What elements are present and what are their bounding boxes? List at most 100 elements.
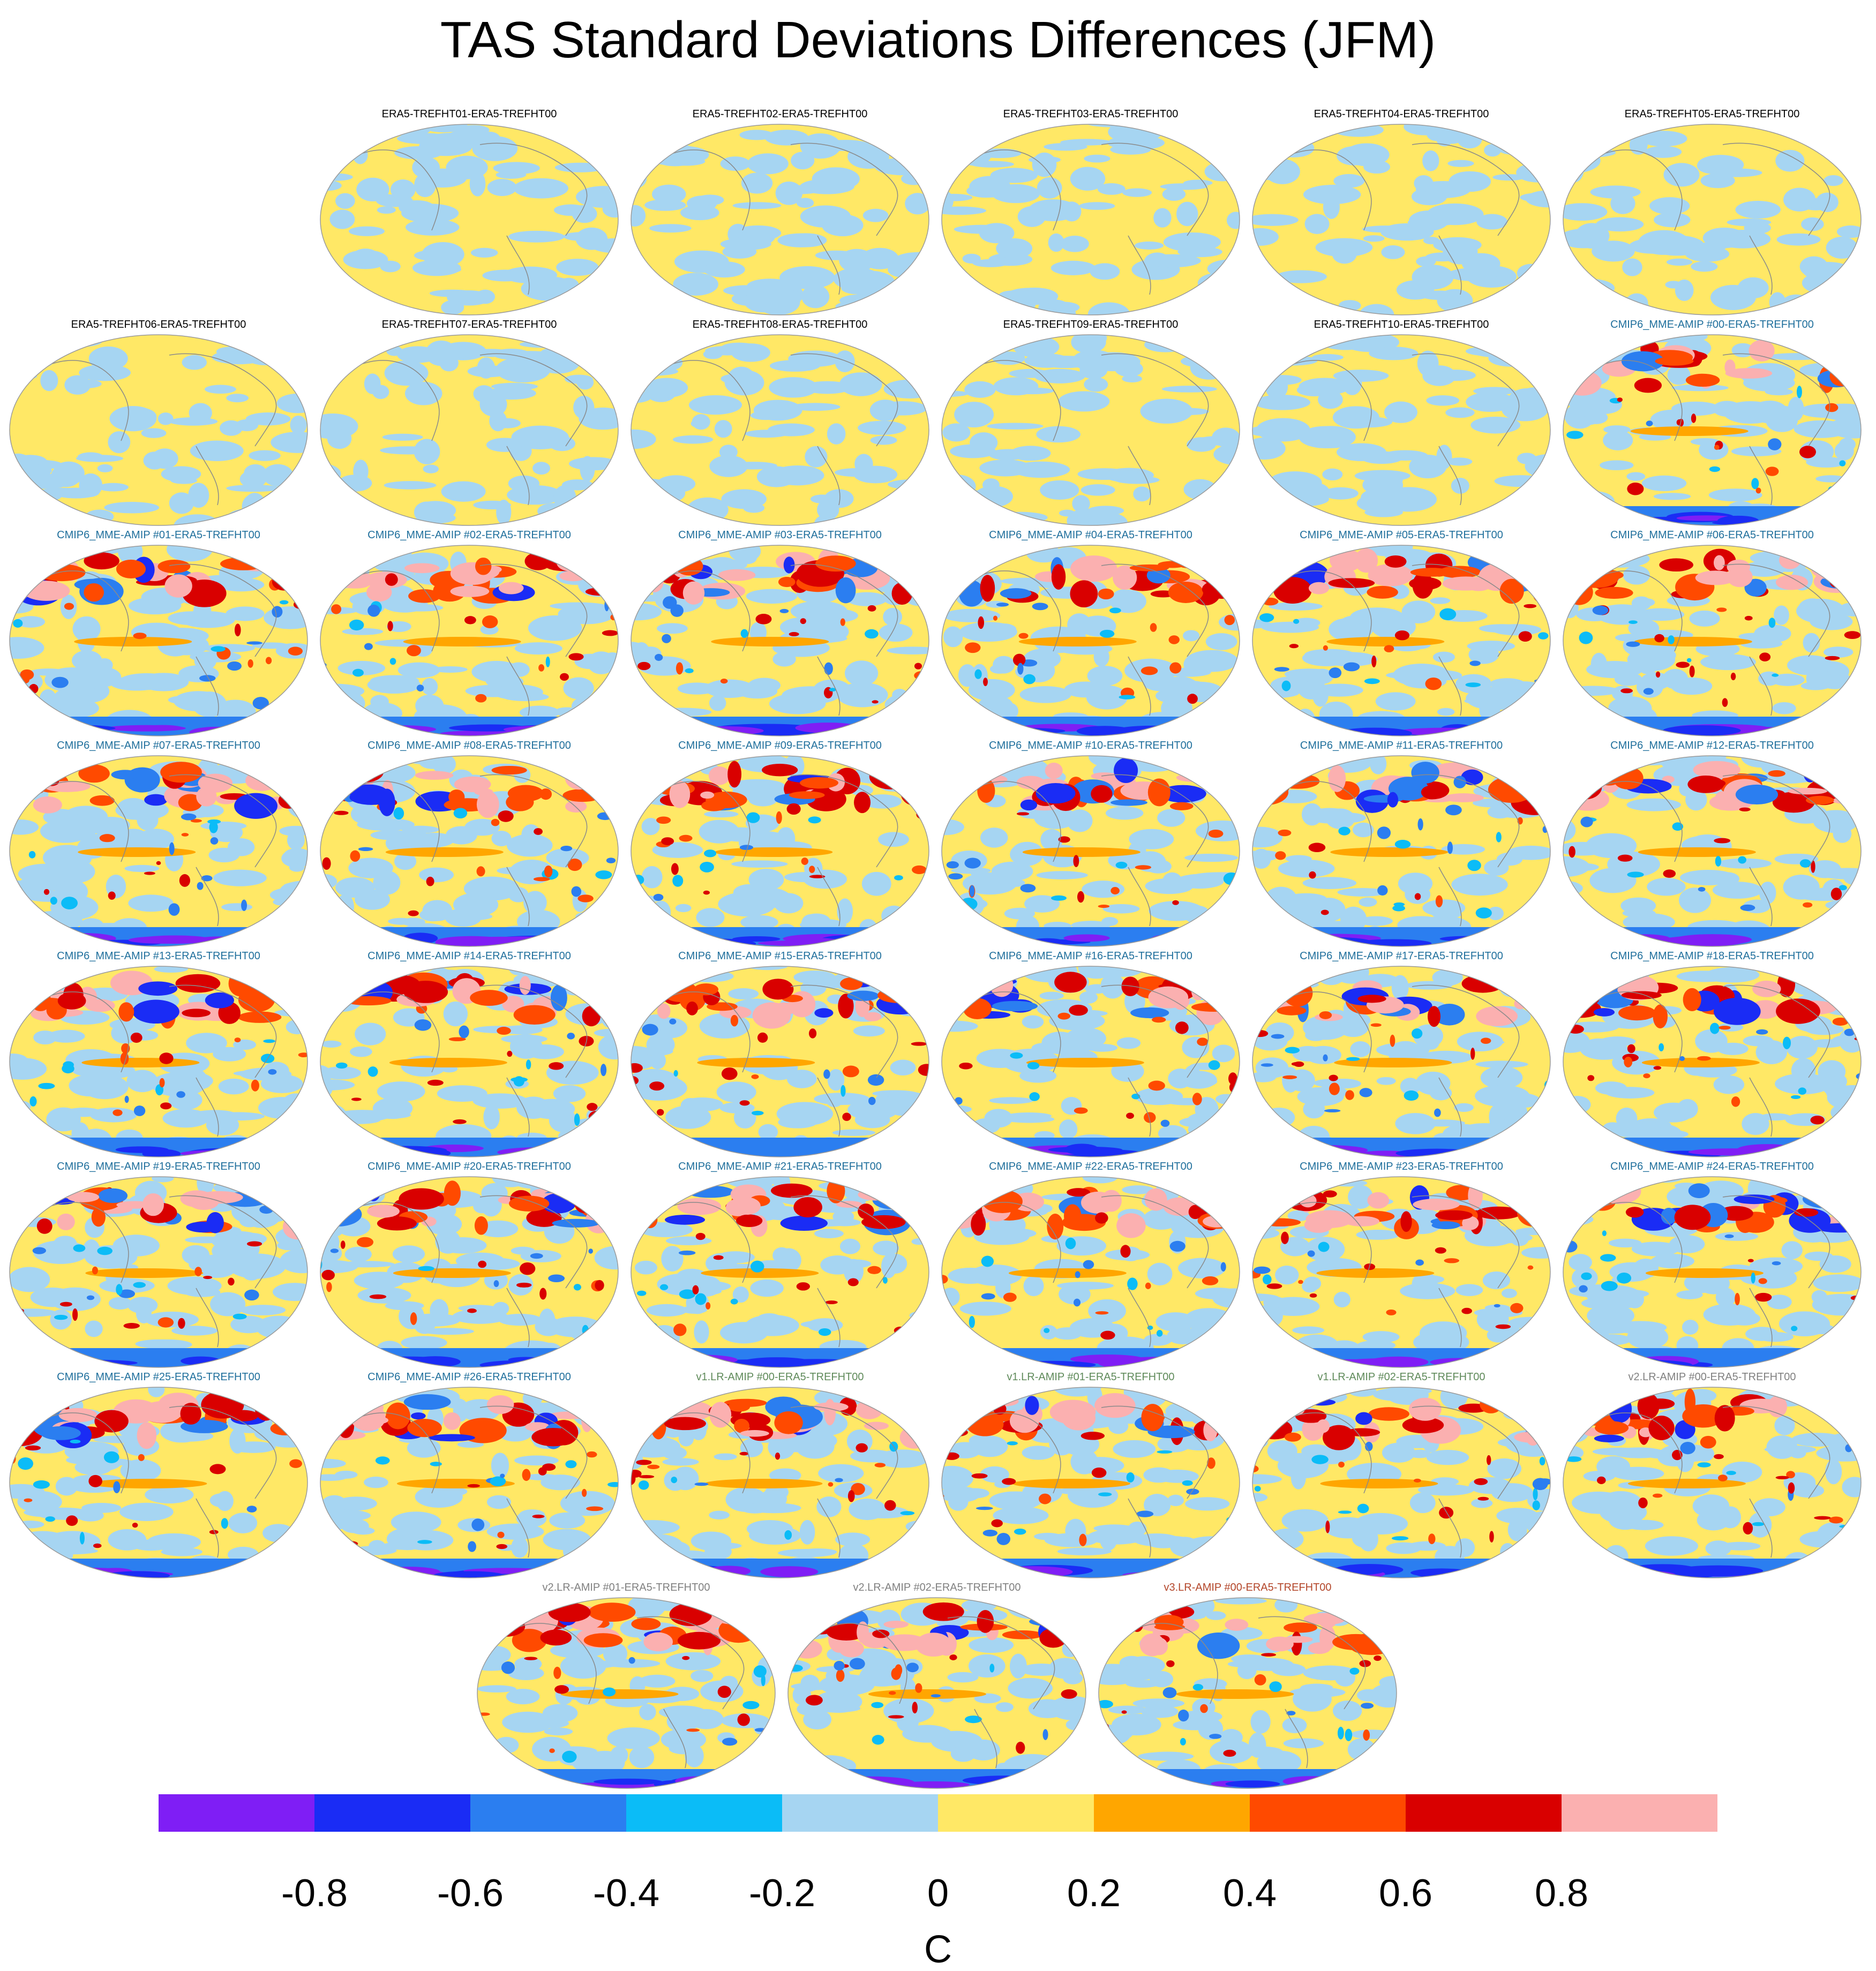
panel-title: ERA5-TREFHT06-ERA5-TREFHT00: [6, 318, 311, 332]
anomaly-patch: [847, 991, 879, 1001]
anomaly-patch: [1188, 1194, 1217, 1201]
anomaly-patch: [846, 726, 906, 734]
anomaly-patch: [1191, 1003, 1236, 1012]
anomaly-patch: [350, 1047, 372, 1057]
anomaly-patch: [390, 658, 396, 665]
anomaly-patch: [800, 777, 838, 788]
anomaly-patch: [1534, 1209, 1551, 1220]
anomaly-patch: [1074, 1108, 1088, 1114]
anomaly-patch: [1050, 1400, 1096, 1425]
anomaly-patch: [914, 663, 922, 669]
anomaly-patch: [1782, 295, 1811, 313]
anomaly-patch: [45, 336, 102, 348]
anomaly-patch: [597, 812, 613, 820]
anomaly-patch: [357, 1237, 373, 1247]
anomaly-patch: [965, 857, 981, 868]
anomaly-patch: [863, 209, 889, 222]
anomaly-patch: [963, 998, 992, 1019]
anomaly-patch: [1490, 755, 1545, 765]
anomaly-patch: [1206, 633, 1237, 650]
anomaly-patch: [953, 1360, 1031, 1368]
map-panel: ERA5-TREFHT09-ERA5-TREFHT00: [939, 318, 1243, 528]
anomaly-patch: [749, 1526, 801, 1545]
anomaly-patch: [1289, 123, 1330, 134]
anomaly-patch: [582, 1489, 587, 1497]
anomaly-patch: [124, 1323, 140, 1329]
anomaly-patch: [1608, 1395, 1632, 1423]
anomaly-patch: [1216, 992, 1241, 999]
anomaly-patch: [630, 980, 671, 999]
anomaly-patch: [300, 1307, 309, 1314]
anomaly-patch: [780, 609, 789, 613]
anomaly-patch: [1799, 446, 1816, 458]
anomaly-patch: [219, 1079, 249, 1094]
anomaly-patch: [1538, 632, 1548, 639]
anomaly-patch: [654, 894, 664, 901]
anomaly-patch: [403, 637, 521, 646]
anomaly-patch: [1573, 726, 1648, 732]
anomaly-patch: [1791, 1095, 1800, 1099]
anomaly-patch: [593, 286, 619, 302]
anomaly-patch: [25, 1152, 86, 1157]
anomaly-patch: [1251, 1193, 1288, 1206]
anomaly-patch: [1791, 1058, 1816, 1083]
anomaly-patch: [162, 1109, 209, 1128]
anomaly-patch: [18, 1457, 33, 1470]
anomaly-patch: [1012, 1479, 1130, 1488]
anomaly-patch: [377, 1081, 425, 1102]
anomaly-patch: [1371, 1023, 1382, 1027]
anomaly-patch: [1271, 150, 1293, 157]
anomaly-patch: [111, 770, 139, 779]
anomaly-patch: [282, 1185, 302, 1209]
anomaly-patch: [762, 979, 793, 999]
anomaly-patch: [279, 518, 309, 526]
anomaly-patch: [454, 808, 468, 818]
anomaly-patch: [734, 1107, 756, 1129]
anomaly-patch: [1663, 725, 1740, 736]
panel-title: CMIP6_MME-AMIP #17-ERA5-TREFHT00: [1249, 949, 1554, 963]
anomaly-patch: [50, 933, 116, 944]
robinson-map: [9, 755, 309, 947]
anomaly-patch: [639, 1675, 675, 1688]
anomaly-patch: [1052, 564, 1065, 589]
anomaly-patch: [685, 668, 694, 673]
anomaly-patch: [554, 707, 580, 716]
anomaly-patch: [1663, 869, 1676, 878]
anomaly-patch: [762, 764, 798, 776]
anomaly-patch: [1169, 635, 1180, 644]
anomaly-patch: [57, 1214, 74, 1230]
anomaly-patch: [1757, 1332, 1794, 1342]
anomaly-patch: [1709, 488, 1762, 501]
anomaly-patch: [1569, 846, 1575, 858]
anomaly-patch: [1221, 1262, 1226, 1272]
anomaly-patch: [696, 908, 724, 927]
anomaly-patch: [334, 699, 344, 708]
anomaly-patch: [230, 338, 280, 362]
anomaly-patch: [673, 1323, 686, 1336]
anomaly-patch: [1529, 965, 1551, 969]
anomaly-patch: [1447, 730, 1497, 737]
anomaly-patch: [591, 123, 619, 133]
anomaly-patch: [662, 634, 671, 643]
anomaly-patch: [855, 1111, 890, 1128]
anomaly-patch: [588, 1248, 593, 1253]
anomaly-patch: [1609, 1239, 1641, 1247]
anomaly-patch: [1720, 1542, 1760, 1551]
anomaly-patch: [964, 982, 982, 991]
anomaly-patch: [1567, 1398, 1609, 1409]
anomaly-patch: [637, 1291, 646, 1296]
anomaly-patch: [1410, 568, 1453, 577]
anomaly-patch: [487, 1495, 511, 1509]
anomaly-patch: [731, 343, 770, 362]
anomaly-patch: [1058, 391, 1109, 411]
anomaly-patch: [1282, 1075, 1297, 1079]
anomaly-patch: [595, 971, 614, 990]
anomaly-patch: [941, 923, 963, 940]
anomaly-patch: [672, 875, 683, 886]
anomaly-patch: [1714, 872, 1739, 885]
anomaly-patch: [364, 1477, 388, 1488]
anomaly-patch: [1646, 1268, 1764, 1278]
anomaly-patch: [491, 1453, 509, 1478]
anomaly-patch: [1623, 566, 1650, 584]
anomaly-patch: [1752, 1522, 1765, 1526]
